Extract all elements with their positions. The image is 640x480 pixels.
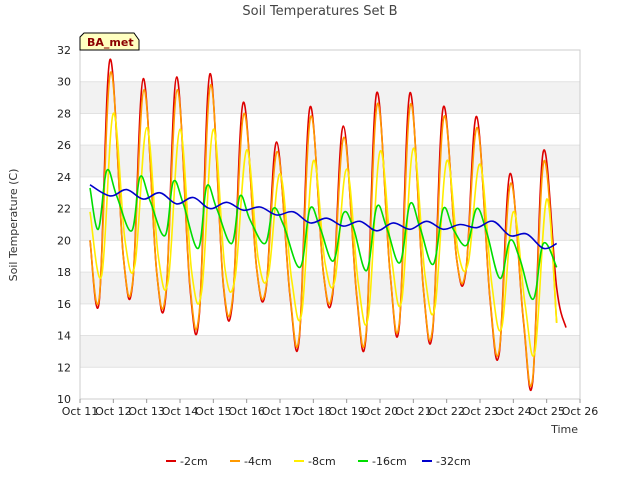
x-tick-label: Oct 17 bbox=[262, 405, 299, 418]
x-tick-label: Oct 20 bbox=[362, 405, 399, 418]
x-tick-label: Oct 26 bbox=[562, 405, 599, 418]
grid-band bbox=[80, 50, 580, 82]
grid-band bbox=[80, 367, 580, 399]
series-line-minus-4cm bbox=[89, 71, 558, 388]
legend-label: -4cm bbox=[244, 455, 272, 468]
x-tick-label: Oct 22 bbox=[428, 405, 465, 418]
y-tick-label: 22 bbox=[57, 203, 71, 216]
chart-title: Soil Temperatures Set B bbox=[242, 4, 397, 19]
legend: -2cm -4cm -8cm -16cm -32cm bbox=[166, 455, 471, 468]
plot-frame bbox=[79, 49, 581, 400]
y-tick-label: 26 bbox=[57, 139, 71, 152]
x-axis-label: Time bbox=[550, 423, 578, 436]
y-axis-ticks: 10 12 14 16 18 20 22 24 26 28 30 32 bbox=[57, 44, 71, 406]
station-badge-box bbox=[79, 32, 140, 51]
x-tick-label: Oct 16 bbox=[228, 405, 265, 418]
x-tick-label: Oct 21 bbox=[395, 405, 432, 418]
y-tick-label: 12 bbox=[57, 361, 71, 374]
y-axis-label: Soil Temperature (C) bbox=[7, 169, 20, 282]
y-tick-label: 24 bbox=[57, 171, 71, 184]
y-tick-label: 20 bbox=[57, 234, 71, 247]
y-tick-label: 18 bbox=[57, 266, 71, 279]
x-tick-label: Oct 13 bbox=[128, 405, 165, 418]
grid-band bbox=[80, 145, 580, 177]
legend-label: -32cm bbox=[436, 455, 471, 468]
x-tick-label: Oct 14 bbox=[162, 405, 199, 418]
grid-band bbox=[80, 81, 580, 114]
legend-label: -2cm bbox=[180, 455, 208, 468]
y-tick-label: 16 bbox=[57, 298, 71, 311]
x-tick-label: Oct 18 bbox=[295, 405, 332, 418]
x-tick-label: Oct 19 bbox=[328, 405, 365, 418]
series-line-minus-32cm bbox=[89, 184, 558, 250]
y-tick-label: 30 bbox=[57, 76, 71, 89]
station-label: BA_met bbox=[87, 36, 134, 49]
series-lines bbox=[89, 58, 567, 391]
x-tick-label: Oct 12 bbox=[95, 405, 132, 418]
x-tick-label: Oct 11 bbox=[62, 405, 99, 418]
y-tick-label: 28 bbox=[57, 107, 71, 120]
x-tick-label: Oct 24 bbox=[495, 405, 532, 418]
y-tick-label: 14 bbox=[57, 330, 71, 343]
series-line-minus-16cm bbox=[89, 168, 558, 300]
grid-band bbox=[80, 303, 580, 336]
series-line-minus-8cm bbox=[89, 112, 558, 357]
x-tick-label: Oct 23 bbox=[462, 405, 499, 418]
station-badge: BA_met bbox=[79, 32, 140, 51]
y-tick-label: 10 bbox=[57, 393, 71, 406]
legend-label: -8cm bbox=[308, 455, 336, 468]
x-tick-label: Oct 15 bbox=[195, 405, 232, 418]
y-tick-label: 32 bbox=[57, 44, 71, 57]
grid-band bbox=[80, 113, 580, 146]
grid-band bbox=[80, 176, 580, 209]
x-tick-label: Oct 25 bbox=[528, 405, 565, 418]
legend-label: -16cm bbox=[372, 455, 407, 468]
grid-band bbox=[80, 335, 580, 368]
